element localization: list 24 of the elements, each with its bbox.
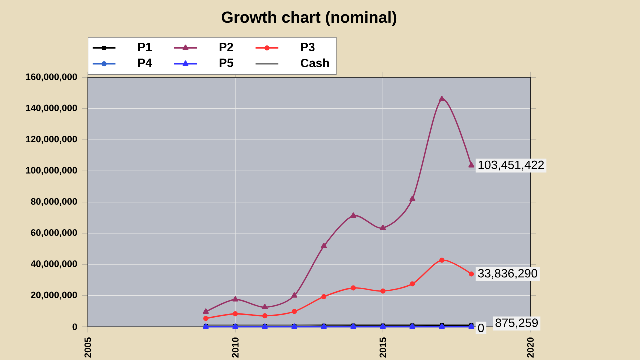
y-tick-label: 140,000,000 (26, 105, 78, 114)
legend-label: P4 (138, 59, 152, 68)
x-tick-label: 2005 (84, 338, 92, 358)
x-tick-label: 2015 (380, 338, 386, 358)
y-tick-label: 120,000,000 (26, 136, 78, 144)
y-tick-label: 80,000,000 (31, 198, 78, 207)
data-label: 33,836,290 (478, 270, 538, 280)
y-tick-label: 40,000,000 (31, 260, 78, 269)
x-tick-label: 2020 (527, 338, 534, 358)
x-tick-label: 2010 (232, 338, 239, 358)
data-label: 875,259 (496, 318, 538, 329)
y-tick-label: 160,000,000 (26, 74, 78, 82)
legend-label: P5 (220, 59, 234, 68)
data-label: 103,451,422 (478, 161, 544, 171)
data-label: 0 (478, 324, 484, 333)
chart-title: Growth chart (nominal) (222, 12, 397, 26)
legend-label: P1 (138, 43, 152, 52)
legend-label: Cash (301, 58, 330, 68)
legend-label: P2 (220, 43, 234, 52)
legend-label: P3 (301, 43, 315, 52)
y-tick-label: 0 (72, 324, 78, 330)
y-tick-label: 20,000,000 (31, 292, 78, 300)
y-tick-label: 100,000,000 (26, 167, 78, 176)
y-tick-label: 60,000,000 (31, 230, 78, 238)
